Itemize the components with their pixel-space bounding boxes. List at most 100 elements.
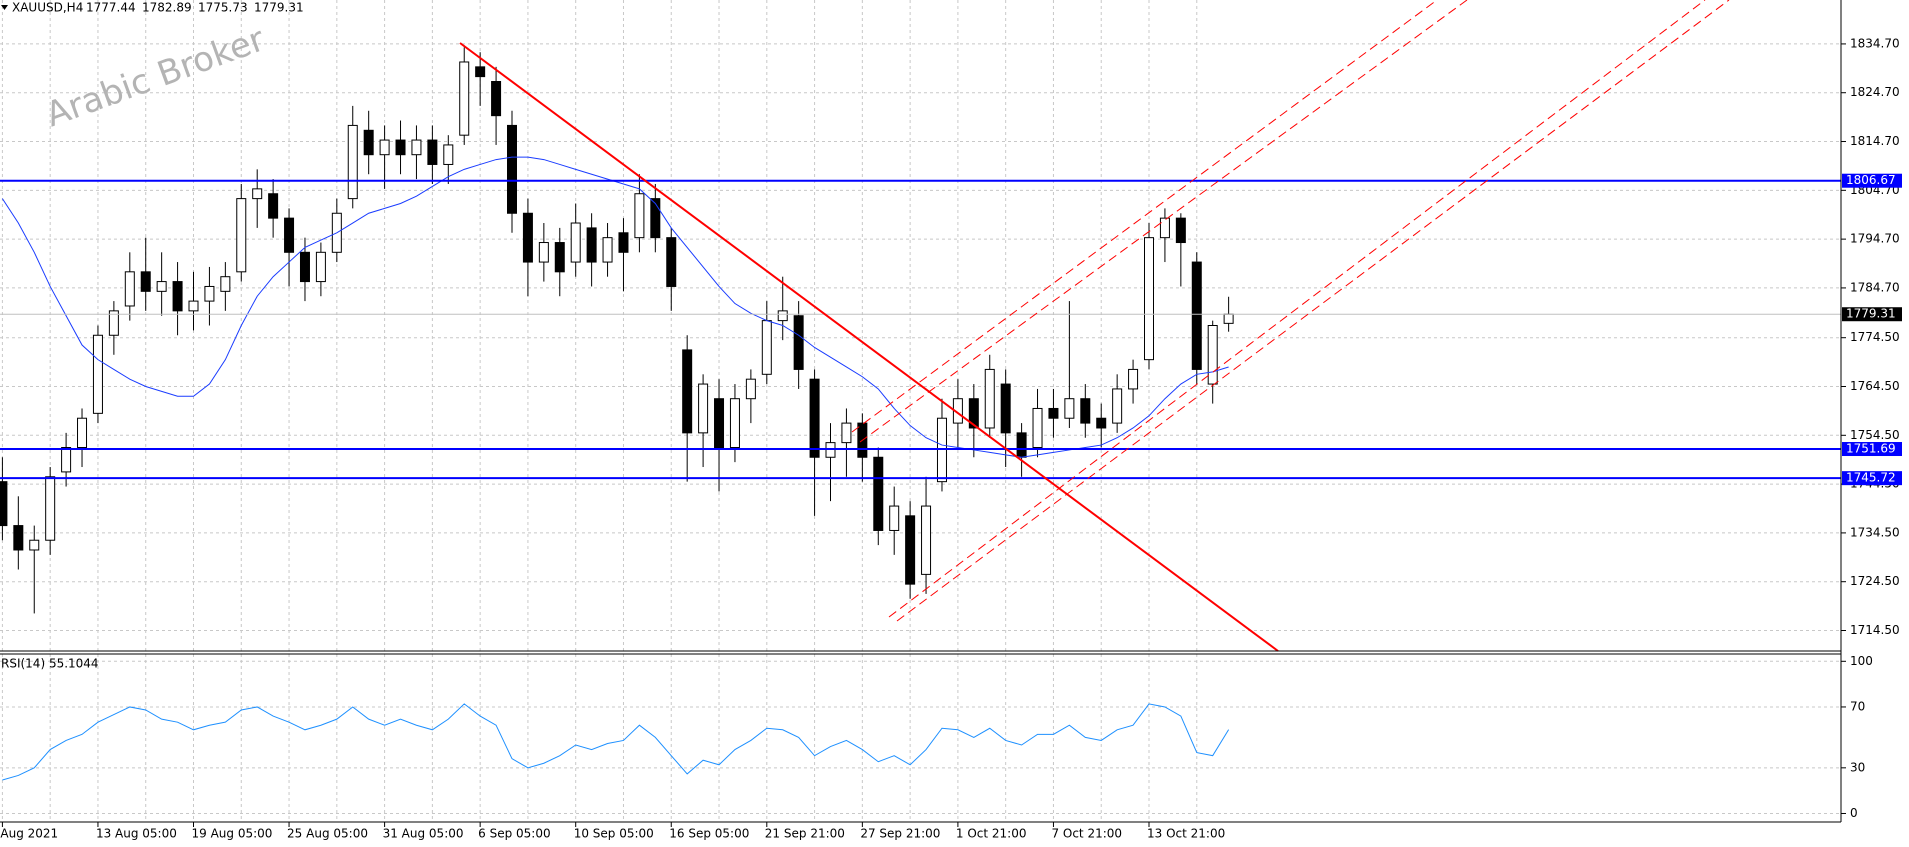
candle-body: [299, 251, 310, 283]
candle-body: [1000, 383, 1011, 434]
candle-body: [1112, 388, 1123, 424]
y-tick-label: 1724.50: [1850, 574, 1900, 588]
channel-line: [851, 0, 1438, 433]
y-tick-label: 1814.70: [1850, 134, 1900, 148]
candle-body: [666, 237, 677, 287]
candle-body: [188, 300, 199, 312]
candle-body: [29, 539, 40, 551]
trend-line: [459, 42, 1279, 652]
candle-body: [491, 80, 502, 117]
candle-body: [1175, 217, 1186, 244]
candle-body: [729, 398, 740, 449]
candle-body: [984, 368, 995, 429]
x-tick-label: 27 Sep 21:00: [860, 827, 940, 841]
candle-body: [220, 276, 231, 292]
candle-body: [140, 271, 151, 292]
candle-body: [1080, 398, 1091, 424]
candle-body: [236, 198, 247, 273]
level-label-box: [1842, 442, 1902, 457]
candle-body: [538, 242, 549, 263]
grid-layer: [0, 0, 1841, 822]
candle-body: [905, 515, 916, 585]
candle-body: [124, 271, 135, 307]
candle-body: [873, 456, 884, 531]
candle-body: [650, 198, 661, 239]
candle-body: [268, 193, 279, 219]
y-tick-label: 1714.50: [1850, 623, 1900, 637]
close-value: 1779.31: [254, 1, 304, 15]
candle-body: [156, 281, 167, 292]
channel-line: [896, 0, 1730, 622]
candle-body: [570, 222, 581, 263]
collapse-icon: [1, 5, 8, 10]
candle-body: [1096, 417, 1107, 429]
x-tick-label: 13 Aug 05:00: [96, 827, 177, 841]
x-tick-label: Aug 2021: [0, 827, 58, 841]
y-tick-label: 1774.50: [1850, 330, 1900, 344]
candle-body: [745, 378, 756, 400]
candle-body: [172, 281, 183, 312]
y-tick-label: 70: [1850, 699, 1865, 713]
y-tick-label: 1734.50: [1850, 525, 1900, 539]
x-tick-label: 1 Oct 21:00: [956, 827, 1027, 841]
x-tick-label: 21 Sep 21:00: [765, 827, 845, 841]
candle-body: [1144, 237, 1154, 361]
candle-body: [427, 139, 438, 165]
candle-body: [459, 61, 470, 136]
low-value: 1775.73: [198, 1, 248, 15]
candle-body: [92, 334, 103, 414]
candle-body: [379, 139, 390, 156]
candle-body: [602, 237, 613, 263]
candle-body: [0, 481, 8, 527]
channel-line: [888, 0, 1706, 618]
candle-body: [507, 124, 517, 214]
candle-body: [315, 251, 326, 283]
candle-body: [586, 227, 597, 263]
candle-body: [1128, 368, 1139, 390]
y-tick-label: 1754.50: [1850, 428, 1900, 442]
y-tick-label: 1824.70: [1850, 85, 1900, 99]
candle-body: [252, 188, 263, 200]
rsi-title: RSI(14) 55.1044: [1, 657, 99, 671]
candle-body: [395, 139, 406, 156]
candle-body: [809, 378, 820, 458]
candle-body: [77, 417, 88, 449]
x-tick-label: 16 Sep 05:00: [669, 827, 749, 841]
candle-body: [284, 217, 295, 253]
level-label-box: [1842, 471, 1902, 486]
y-tick-label: 1784.70: [1850, 280, 1900, 294]
candle-body: [1032, 407, 1043, 449]
last-price-label: 1779.31: [1846, 307, 1896, 321]
candle-body: [921, 505, 932, 575]
candle-body: [761, 320, 772, 375]
open-value: 1777.44: [86, 1, 136, 15]
axes-layer: [0, 0, 1842, 823]
candle-body: [13, 525, 24, 551]
candle-body: [841, 422, 852, 444]
x-tick-label: 6 Sep 05:00: [478, 827, 550, 841]
candle-body: [363, 129, 374, 156]
x-tick-label: 19 Aug 05:00: [192, 827, 273, 841]
candle-body: [1064, 398, 1075, 419]
candle-body: [1159, 217, 1170, 239]
candle-body: [618, 232, 629, 253]
x-tick-label: 31 Aug 05:00: [383, 827, 464, 841]
candle-body: [475, 66, 486, 78]
candle-body: [777, 310, 788, 322]
candle-body: [45, 476, 56, 541]
y-tick-label: 100: [1850, 654, 1873, 668]
candle-body: [1191, 261, 1202, 370]
plot-layer: [0, 47, 1841, 781]
candle-body: [347, 124, 358, 200]
candle-body: [793, 315, 804, 370]
last-price-box: [1842, 307, 1902, 322]
level-label: 1806.67: [1846, 173, 1896, 187]
trend-lines: [459, 0, 1730, 652]
candle-body: [522, 212, 533, 263]
candle-body: [443, 144, 454, 165]
candle-body: [1207, 325, 1218, 385]
x-tick-label: 7 Oct 21:00: [1051, 827, 1122, 841]
candle-body: [714, 398, 725, 449]
candle-body: [411, 139, 422, 156]
